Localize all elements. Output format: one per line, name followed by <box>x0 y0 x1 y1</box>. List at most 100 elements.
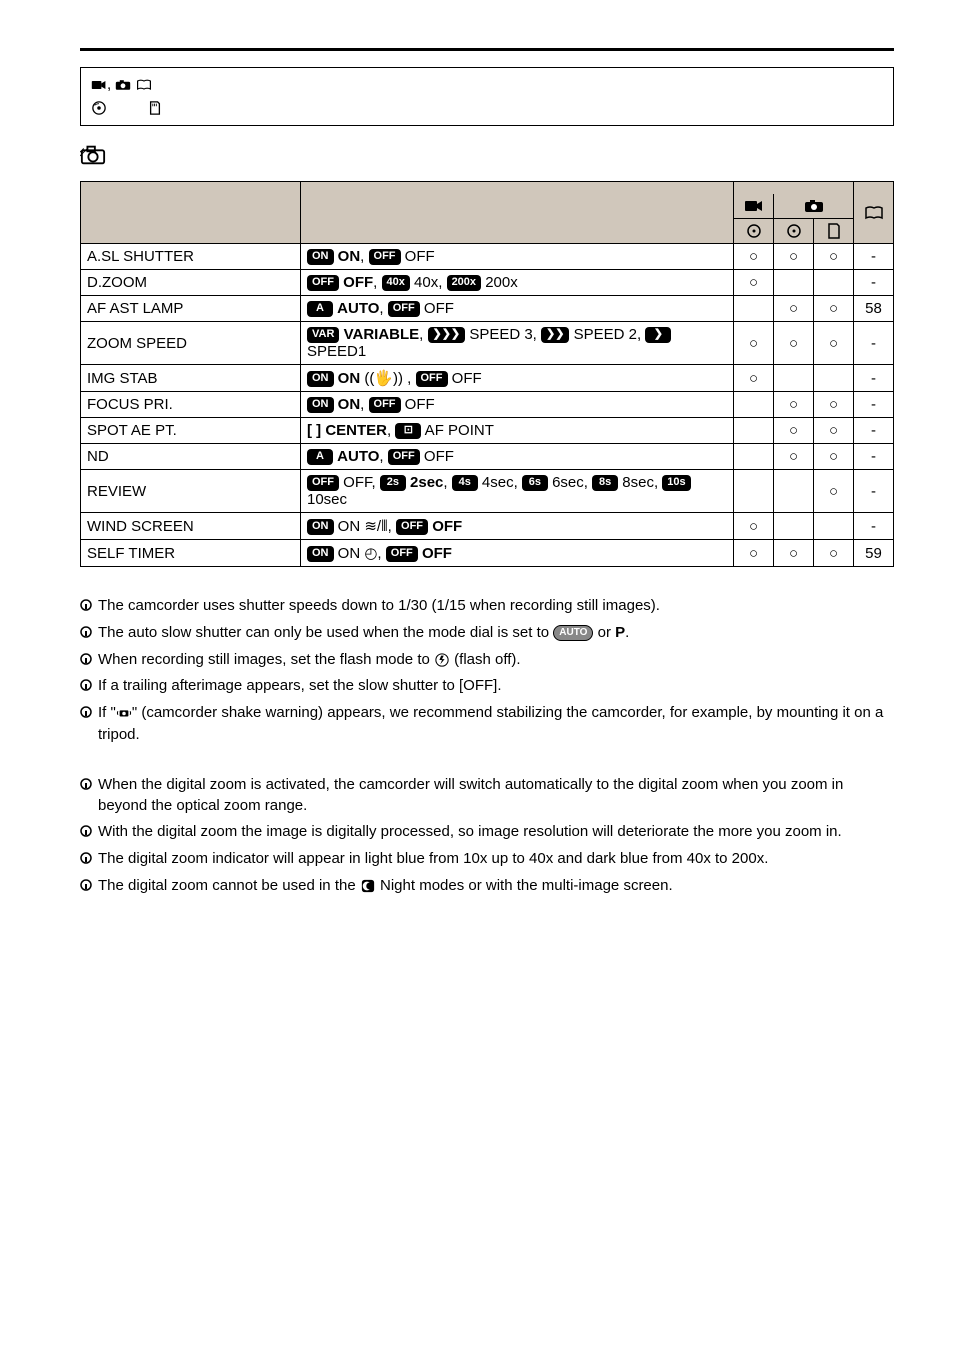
bullet-icon <box>80 622 92 645</box>
th-disc1-icon <box>734 219 774 244</box>
table-row: IMG STABON ON ((🖐)) , OFF OFF○- <box>81 365 894 392</box>
cell-mark: ○ <box>734 244 774 270</box>
note-text: The auto slow shutter can only be used w… <box>98 622 894 645</box>
cell-mark <box>774 270 814 296</box>
cell-setting: ON ON ◴, OFF OFF <box>301 540 734 567</box>
cell-mark: - <box>854 244 894 270</box>
note-item: With the digital zoom the image is digit… <box>80 821 894 844</box>
cell-setting: [ ] CENTER, ⊡ AF POINT <box>301 418 734 444</box>
disc-icon <box>91 99 107 116</box>
cell-mark <box>734 418 774 444</box>
shake-warning-icon <box>116 704 132 721</box>
th-book-icon <box>854 182 894 244</box>
note-text: The digital zoom indicator will appear i… <box>98 848 894 871</box>
cell-mark: - <box>854 513 894 540</box>
note-item: If a trailing afterimage appears, set th… <box>80 675 894 698</box>
bullet-icon <box>80 675 92 698</box>
cell-mark: ○ <box>814 244 854 270</box>
table-row: WIND SCREENON ON ≋/⦀, OFF OFF○ - <box>81 513 894 540</box>
cell-mark: ○ <box>774 322 814 365</box>
table-row: AF AST LAMPA AUTO, OFF OFF○○58 <box>81 296 894 322</box>
cell-mark: ○ <box>774 244 814 270</box>
cell-setting: ON ON, OFF OFF <box>301 244 734 270</box>
table-row: A.SL SHUTTERON ON, OFF OFF○○○- <box>81 244 894 270</box>
dzoom-section: When the digital zoom is activated, the … <box>80 774 894 898</box>
cell-mark: ○ <box>814 322 854 365</box>
th-camera <box>734 182 854 195</box>
cell-mark: ○ <box>814 444 854 470</box>
cell-menu: ND <box>81 444 301 470</box>
cell-mark: ○ <box>774 392 814 418</box>
cell-mark: ○ <box>734 322 774 365</box>
cell-mark: - <box>854 470 894 513</box>
cell-mark: - <box>854 444 894 470</box>
note-item: The digital zoom indicator will appear i… <box>80 848 894 871</box>
settings-table: A.SL SHUTTERON ON, OFF OFF○○○-D.ZOOMOFF … <box>80 181 894 567</box>
cell-mark: - <box>854 392 894 418</box>
cell-setting: ON ON ((🖐)) , OFF OFF <box>301 365 734 392</box>
table-row: SPOT AE PT.[ ] CENTER, ⊡ AF POINT○○- <box>81 418 894 444</box>
note-item: The camcorder uses shutter speeds down t… <box>80 595 894 618</box>
note-text: If "" (camcorder shake warning) appears,… <box>98 702 894 746</box>
cell-mark <box>734 470 774 513</box>
asl-section: The camcorder uses shutter speeds down t… <box>80 595 894 746</box>
cell-mark: ○ <box>774 418 814 444</box>
cell-setting: ON ON ≋/⦀, OFF OFF <box>301 513 734 540</box>
table-row: REVIEWOFF OFF, 2s 2sec, 4s 4sec, 6s 6sec… <box>81 470 894 513</box>
cell-mark: ○ <box>814 540 854 567</box>
title-divider <box>80 48 894 51</box>
cell-mark <box>814 365 854 392</box>
cell-mark: ○ <box>734 513 774 540</box>
note-text: The digital zoom cannot be used in the N… <box>98 875 894 898</box>
bullet-icon <box>80 702 92 746</box>
cell-mark: - <box>854 270 894 296</box>
bullet-icon <box>80 595 92 618</box>
cell-menu: ZOOM SPEED <box>81 322 301 365</box>
cell-mark: ○ <box>774 540 814 567</box>
cell-mark: - <box>854 322 894 365</box>
cell-setting: OFF OFF, 40x 40x, 200x 200x <box>301 270 734 296</box>
cell-mark <box>774 513 814 540</box>
th-disc2-icon <box>774 219 814 244</box>
cell-mark: ○ <box>734 540 774 567</box>
auto-badge-icon: AUTO <box>553 625 593 642</box>
cell-mark: ○ <box>814 296 854 322</box>
th-setting <box>301 182 734 244</box>
th-card-icon <box>814 219 854 244</box>
note-text: The camcorder uses shutter speeds down t… <box>98 595 894 618</box>
camera-setup-icon <box>80 144 106 171</box>
note-text: If a trailing afterimage appears, set th… <box>98 675 894 698</box>
cell-setting: A AUTO, OFF OFF <box>301 296 734 322</box>
note-item: When recording still images, set the fla… <box>80 649 894 672</box>
bullet-icon <box>80 875 92 898</box>
cell-mark <box>734 296 774 322</box>
cell-menu: SELF TIMER <box>81 540 301 567</box>
cell-menu: AF AST LAMP <box>81 296 301 322</box>
cell-menu: WIND SCREEN <box>81 513 301 540</box>
dzoom-notes: When the digital zoom is activated, the … <box>80 774 894 898</box>
table-row: FOCUS PRI.ON ON, OFF OFF○○- <box>81 392 894 418</box>
note-text: When the digital zoom is activated, the … <box>98 774 894 818</box>
note-item: The digital zoom cannot be used in the N… <box>80 875 894 898</box>
cell-menu: IMG STAB <box>81 365 301 392</box>
cell-mark: ○ <box>734 270 774 296</box>
th-photo-icon <box>774 194 854 219</box>
cell-setting: ON ON, OFF OFF <box>301 392 734 418</box>
cell-menu: SPOT AE PT. <box>81 418 301 444</box>
card-icon <box>147 99 163 116</box>
night-mode-icon <box>360 877 376 894</box>
note-item: If "" (camcorder shake warning) appears,… <box>80 702 894 746</box>
cell-mark <box>814 513 854 540</box>
table-row: SELF TIMERON ON ◴, OFF OFF○○○59 <box>81 540 894 567</box>
note-item: When the digital zoom is activated, the … <box>80 774 894 818</box>
bullet-icon <box>80 848 92 871</box>
cell-mark <box>814 270 854 296</box>
book-icon <box>136 76 152 93</box>
cell-menu: A.SL SHUTTER <box>81 244 301 270</box>
cell-mark: ○ <box>814 418 854 444</box>
cell-mark <box>774 470 814 513</box>
camera-setup-heading <box>80 144 894 171</box>
asl-notes: The camcorder uses shutter speeds down t… <box>80 595 894 746</box>
note-text: When recording still images, set the fla… <box>98 649 894 672</box>
cell-mark: 58 <box>854 296 894 322</box>
